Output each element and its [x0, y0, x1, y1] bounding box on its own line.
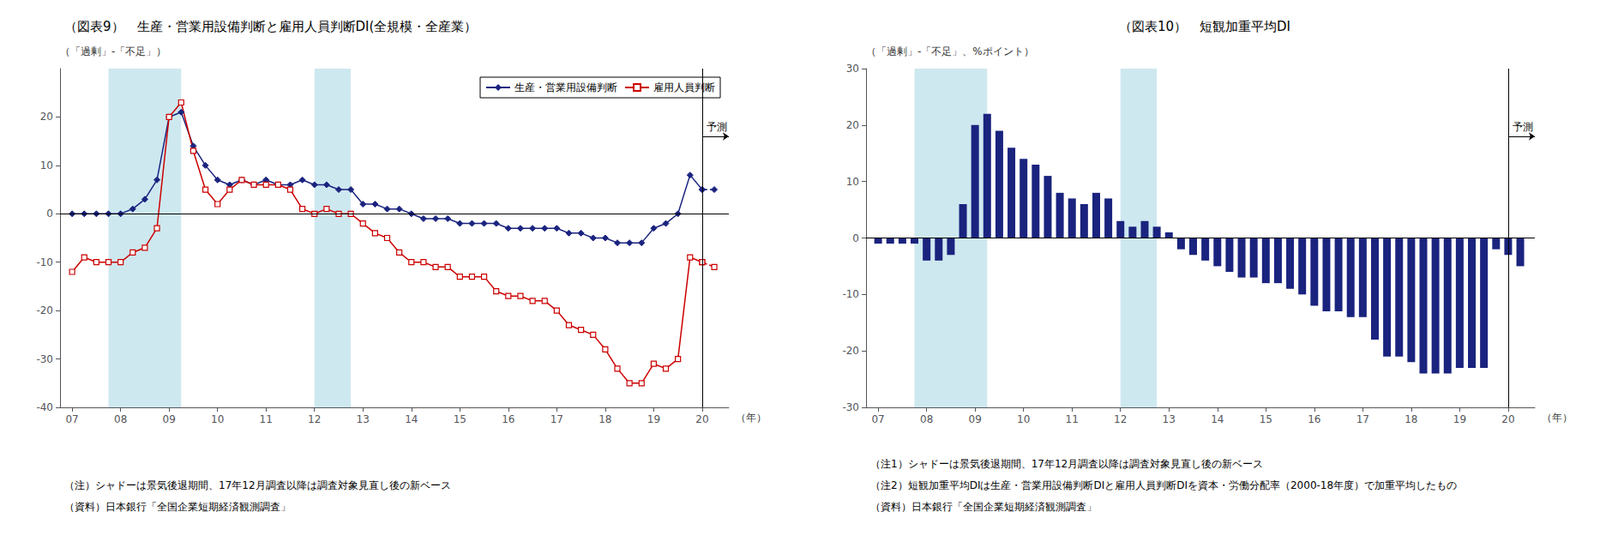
- svg-text:生産・営業用設備判断: 生産・営業用設備判断: [514, 81, 618, 94]
- svg-text:12: 12: [307, 413, 321, 426]
- svg-text:17: 17: [1356, 413, 1370, 426]
- svg-text:（図表10） 短観加重平均DI: （図表10） 短観加重平均DI: [1118, 18, 1291, 35]
- svg-text:-20: -20: [842, 344, 860, 357]
- svg-text:09: 09: [968, 413, 982, 426]
- svg-text:18: 18: [1404, 413, 1418, 426]
- svg-text:（注2）短観加重平均DIは生産・営業用設備判断DIと雇用人員: （注2）短観加重平均DIは生産・営業用設備判断DIと雇用人員判断DIを資本・労働…: [870, 479, 1457, 492]
- svg-text:07: 07: [65, 413, 79, 426]
- svg-text:-10: -10: [36, 256, 54, 269]
- svg-text:10: 10: [210, 413, 224, 426]
- svg-text:10: 10: [40, 159, 54, 172]
- svg-text:30: 30: [846, 62, 860, 75]
- svg-text:-20: -20: [36, 304, 54, 317]
- svg-text:20: 20: [1501, 413, 1515, 426]
- svg-text:13: 13: [356, 413, 370, 426]
- svg-text:-10: -10: [842, 288, 860, 301]
- svg-text:14: 14: [1210, 413, 1224, 426]
- svg-text:-30: -30: [842, 401, 860, 414]
- svg-text:（「過剰」-「不足」、%ポイント）: （「過剰」-「不足」、%ポイント）: [866, 45, 1035, 58]
- svg-text:18: 18: [598, 413, 612, 426]
- svg-text:（図表9） 生産・営業用設備判断と雇用人員判断DI(全規模・: （図表9） 生産・営業用設備判断と雇用人員判断DI(全規模・全産業）: [64, 18, 477, 35]
- svg-text:19: 19: [1453, 413, 1467, 426]
- svg-text:-30: -30: [36, 353, 54, 366]
- svg-text:0: 0: [852, 232, 860, 245]
- svg-text:19: 19: [647, 413, 661, 426]
- svg-text:08: 08: [114, 413, 127, 426]
- svg-text:10: 10: [1016, 413, 1030, 426]
- svg-text:16: 16: [501, 413, 515, 426]
- svg-text:14: 14: [404, 413, 418, 426]
- svg-text:17: 17: [550, 413, 564, 426]
- svg-text:12: 12: [1113, 413, 1127, 426]
- svg-text:（「過剰」-「不足」）: （「過剰」-「不足」）: [60, 45, 167, 58]
- svg-text:11: 11: [1065, 413, 1079, 426]
- svg-text:09: 09: [162, 413, 176, 426]
- svg-text:15: 15: [453, 413, 467, 426]
- svg-text:0: 0: [46, 207, 54, 220]
- svg-text:15: 15: [1259, 413, 1273, 426]
- svg-text:10: 10: [846, 175, 860, 188]
- svg-text:11: 11: [259, 413, 273, 426]
- svg-text:20: 20: [40, 110, 54, 123]
- svg-text:13: 13: [1162, 413, 1176, 426]
- svg-text:（注1）シャドーは景気後退期間、17年12月調査以降は調査対: （注1）シャドーは景気後退期間、17年12月調査以降は調査対象見直し後の新ベース: [870, 457, 1264, 470]
- svg-text:（資料）日本銀行「全国企業短期経済観測調査」: （資料）日本銀行「全国企業短期経済観測調査」: [64, 500, 291, 513]
- svg-text:（年）: （年）: [1541, 411, 1573, 424]
- svg-text:（資料）日本銀行「全国企業短期経済観測調査」: （資料）日本銀行「全国企業短期経済観測調査」: [870, 500, 1097, 513]
- svg-text:20: 20: [695, 413, 709, 426]
- svg-text:20: 20: [846, 119, 860, 132]
- svg-text:07: 07: [871, 413, 885, 426]
- svg-text:-40: -40: [36, 401, 54, 414]
- svg-text:雇用人員判断: 雇用人員判断: [653, 81, 716, 94]
- svg-text:（年）: （年）: [735, 411, 767, 424]
- svg-text:予測: 予測: [1512, 120, 1534, 133]
- svg-text:08: 08: [920, 413, 933, 426]
- svg-text:16: 16: [1307, 413, 1321, 426]
- svg-text:予測: 予測: [706, 120, 728, 133]
- svg-text:（注）シャドーは景気後退期間、17年12月調査以降は調査対象: （注）シャドーは景気後退期間、17年12月調査以降は調査対象見直し後の新ベース: [64, 479, 452, 492]
